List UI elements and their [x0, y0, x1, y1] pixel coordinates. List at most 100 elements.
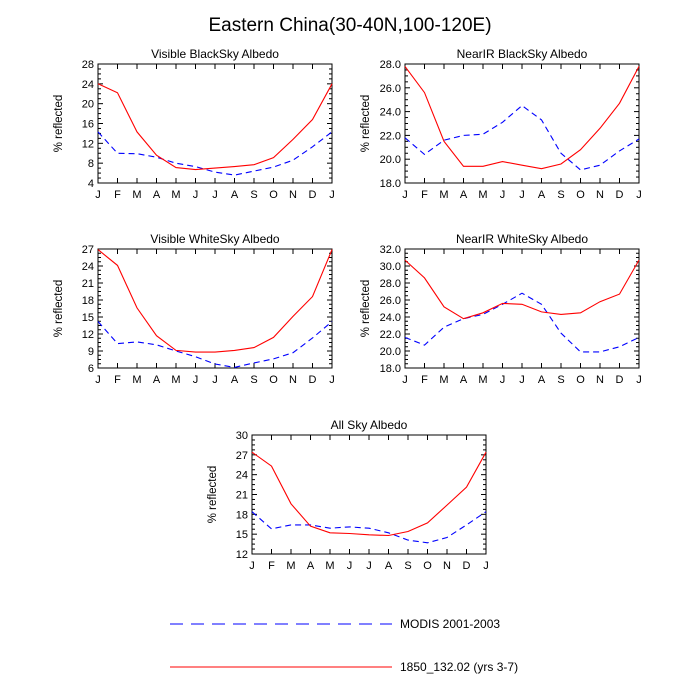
series-line-modis [404, 292, 640, 353]
x-tick-label: S [250, 374, 257, 386]
x-tick-label: S [250, 189, 257, 201]
x-tick-label: J [95, 374, 101, 386]
x-tick-label: A [153, 189, 161, 201]
y-axis-label: % reflected [53, 280, 65, 338]
x-tick-label: N [596, 374, 604, 386]
y-tick-label: 24.0 [380, 107, 401, 119]
y-tick-label: 12 [82, 138, 94, 150]
legend-label: 1850_132.02 (yrs 3-7) [400, 660, 518, 674]
y-axis-label: % reflected [207, 466, 219, 524]
y-tick-label: 20.0 [380, 154, 401, 166]
y-tick-label: 30 [236, 430, 248, 442]
y-tick-label: 12 [82, 329, 94, 341]
panel-title: All Sky Albedo [331, 418, 408, 432]
x-tick-label: A [385, 560, 393, 572]
y-tick-label: 12 [236, 549, 248, 561]
series-line-modis [404, 104, 640, 171]
x-tick-label: A [538, 374, 546, 386]
x-tick-label: O [269, 374, 278, 386]
x-tick-label: M [171, 189, 180, 201]
y-tick-label: 22.0 [380, 130, 401, 142]
x-tick-label: F [114, 374, 121, 386]
y-tick-label: 24 [236, 470, 248, 482]
x-tick-label: O [576, 189, 585, 201]
x-tick-label: D [616, 189, 624, 201]
series-line-modis [251, 511, 487, 544]
y-tick-label: 20 [82, 99, 94, 111]
series-line-model [97, 83, 333, 171]
y-tick-label: 24 [82, 79, 94, 91]
x-tick-label: J [483, 560, 489, 572]
series-line-model [404, 66, 640, 170]
y-tick-label: 28 [82, 59, 94, 71]
x-tick-label: M [439, 189, 448, 201]
panel-title: Visible BlackSky Albedo [151, 47, 279, 61]
x-tick-label: F [268, 560, 275, 572]
x-tick-label: M [478, 189, 487, 201]
y-tick-label: 28.0 [380, 59, 401, 71]
x-tick-label: O [576, 374, 585, 386]
plot-frame [404, 248, 640, 369]
x-tick-label: J [329, 374, 335, 386]
x-tick-label: N [289, 189, 297, 201]
x-tick-label: J [636, 189, 642, 201]
x-tick-label: J [212, 189, 218, 201]
x-tick-label: A [153, 374, 161, 386]
y-tick-label: 27 [82, 244, 94, 256]
x-tick-label: J [347, 560, 353, 572]
x-tick-label: F [114, 189, 121, 201]
y-tick-label: 15 [236, 529, 248, 541]
legend-label: MODIS 2001-2003 [400, 617, 500, 631]
y-tick-label: 26.0 [380, 295, 401, 307]
x-tick-label: J [366, 560, 372, 572]
x-tick-label: S [557, 374, 564, 386]
x-tick-label: J [193, 189, 199, 201]
x-tick-label: M [439, 374, 448, 386]
x-tick-label: F [421, 374, 428, 386]
x-tick-label: J [519, 189, 525, 201]
x-tick-label: J [212, 374, 218, 386]
y-axis-label: % reflected [360, 95, 372, 153]
y-tick-label: 16 [82, 119, 94, 131]
x-tick-label: A [538, 189, 546, 201]
x-tick-label: S [557, 189, 564, 201]
x-tick-label: M [132, 189, 141, 201]
x-tick-label: J [636, 374, 642, 386]
series-line-modis [97, 321, 333, 368]
y-tick-label: 24.0 [380, 312, 401, 324]
y-tick-label: 27 [236, 450, 248, 462]
x-tick-label: N [443, 560, 451, 572]
plot-frame [251, 434, 487, 555]
panel-title: NearIR WhiteSky Albedo [456, 232, 588, 246]
y-tick-label: 6 [88, 363, 94, 375]
x-tick-label: J [402, 374, 408, 386]
panel-title: Visible WhiteSky Albedo [150, 232, 280, 246]
y-tick-label: 18 [236, 509, 248, 521]
x-tick-label: O [423, 560, 432, 572]
x-tick-label: J [519, 374, 525, 386]
x-tick-label: J [95, 189, 101, 201]
y-tick-label: 4 [88, 178, 94, 190]
x-tick-label: N [289, 374, 297, 386]
x-tick-label: D [309, 374, 317, 386]
y-tick-label: 9 [88, 346, 94, 358]
y-tick-label: 18.0 [380, 178, 401, 190]
series-line-model [97, 249, 333, 353]
x-tick-label: M [132, 374, 141, 386]
x-tick-label: A [307, 560, 315, 572]
x-tick-label: N [596, 189, 604, 201]
series-line-model [251, 451, 487, 537]
legend: MODIS 2001-2003 1850_132.02 (yrs 3-7) [170, 617, 518, 674]
x-tick-label: D [309, 189, 317, 201]
x-tick-label: D [463, 560, 471, 572]
y-tick-label: 18 [82, 295, 94, 307]
x-tick-label: M [286, 560, 295, 572]
x-tick-label: A [460, 374, 468, 386]
x-tick-label: M [325, 560, 334, 572]
x-tick-label: A [460, 189, 468, 201]
